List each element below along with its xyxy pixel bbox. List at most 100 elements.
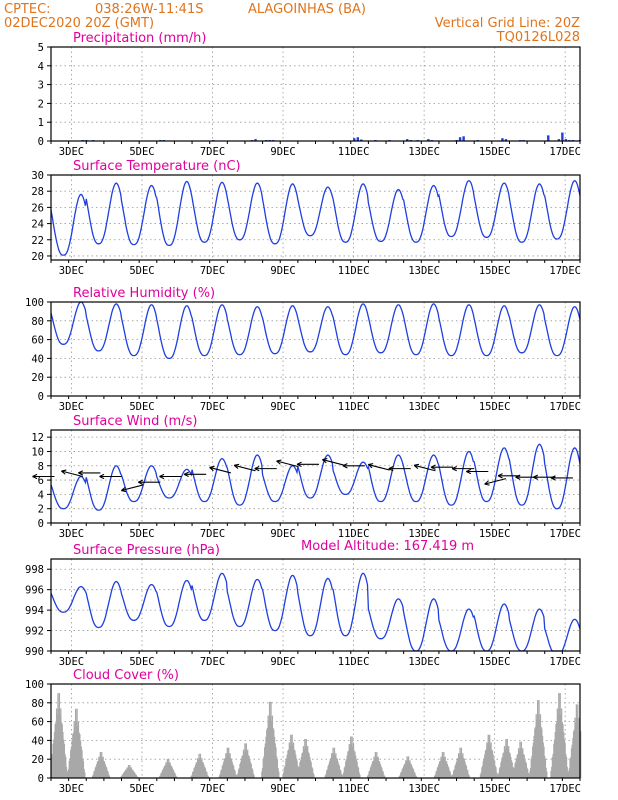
cloud-bar — [278, 771, 280, 778]
cloud-bar — [324, 775, 326, 778]
cloud-bar — [133, 772, 135, 778]
cloud-bar — [299, 762, 301, 778]
cloud-bar — [524, 761, 527, 778]
cloud-bar — [62, 739, 65, 778]
wind-vector — [413, 464, 436, 472]
cloud-bar — [231, 761, 233, 778]
cloud-bar — [303, 748, 305, 778]
cloud-bar — [539, 714, 542, 778]
cloud-bar — [498, 772, 500, 778]
cloud-bar — [96, 761, 99, 778]
cloud-bar — [235, 774, 237, 778]
cloud-bar — [542, 742, 544, 778]
cloud-bar — [76, 708, 78, 778]
cloud-bar — [172, 769, 174, 778]
cloud-bar — [489, 745, 492, 778]
cloud-bar — [343, 767, 346, 778]
y-tick-label: 992 — [25, 626, 44, 638]
cloud-bar — [245, 743, 247, 778]
cloud-bar — [292, 742, 295, 778]
cloud-bar — [443, 758, 446, 778]
cloud-bar — [193, 768, 195, 778]
cloud-bar — [522, 754, 525, 778]
cloud-bar — [122, 772, 125, 778]
y-tick-label: 1 — [38, 117, 44, 129]
cloud-bar — [53, 739, 55, 778]
cloud-bar — [501, 760, 503, 778]
cloud-bar — [349, 746, 351, 778]
cloud-bar — [94, 770, 96, 778]
panel-title: Surface Wind (m/s) — [73, 414, 197, 429]
cloud-bar — [99, 752, 101, 778]
cloud-bar — [552, 753, 554, 778]
cloud-bar — [436, 770, 438, 778]
precip-bar — [405, 139, 409, 141]
cloud-bar — [402, 768, 404, 778]
wind-arrowhead — [533, 474, 539, 478]
cloud-bar — [252, 773, 255, 778]
y-tick-label: 22 — [31, 235, 44, 247]
cloud-bar — [404, 763, 406, 778]
cloud-bar — [302, 752, 304, 778]
cloud-bar — [555, 724, 557, 778]
wind-arrowhead — [342, 465, 348, 469]
panel-title: Surface Pressure (hPa) — [73, 543, 220, 558]
cloud-bar — [246, 752, 248, 778]
cloud-bar — [437, 766, 439, 778]
cloud-bar — [136, 776, 138, 778]
cloud-bar — [536, 700, 539, 778]
cloud-bar — [70, 746, 73, 778]
panel-2: Relative Humidity (%) 0 20 40 60 80 100 3DEC 5DE… — [25, 286, 581, 413]
cloud-bar — [373, 756, 375, 778]
cloud-bar — [234, 770, 236, 778]
cloud-bar — [200, 759, 202, 778]
cloud-bar — [240, 762, 242, 778]
x-tick-label: 15DEC — [479, 265, 511, 277]
cloud-bar — [544, 755, 546, 778]
cloud-bar — [574, 717, 576, 778]
cloud-bar — [163, 765, 166, 778]
cloud-bar — [297, 772, 299, 778]
cloud-bar — [62, 732, 64, 778]
cloud-bar — [299, 760, 302, 778]
cloud-bar — [291, 734, 293, 778]
y-tick-label: 0 — [38, 391, 44, 403]
cloud-bar — [575, 704, 578, 778]
cloud-bar — [568, 771, 570, 778]
cloud-bar — [79, 734, 81, 778]
y-tick-label: 20 — [31, 251, 44, 263]
wind-arrowhead — [484, 483, 490, 486]
cloud-bar — [244, 749, 247, 778]
cloud-bar — [198, 753, 200, 778]
cloud-bar — [508, 752, 511, 778]
cloud-bar — [224, 758, 226, 778]
wind-arrowhead — [276, 460, 281, 465]
cloud-bar — [287, 749, 290, 778]
y-tick-label: 80 — [31, 698, 44, 710]
x-tick-label: 3DEC — [59, 265, 84, 277]
cloud-bar — [171, 767, 173, 778]
cloud-bar — [51, 756, 53, 778]
cloud-bar — [222, 764, 224, 778]
cloud-bar — [204, 768, 207, 778]
source-label: CPTEC: — [4, 2, 51, 17]
cloud-bar — [330, 758, 332, 778]
cloud-bar — [335, 758, 338, 778]
x-tick-label: 15DEC — [479, 401, 511, 413]
y-tick-label: 2 — [38, 98, 44, 110]
x-tick-label: 7DEC — [200, 146, 225, 158]
cloud-bar — [525, 763, 527, 778]
wind-vector — [209, 466, 231, 474]
cloud-bar — [408, 761, 410, 778]
wind-arrowhead — [322, 458, 328, 461]
cloud-bar — [266, 727, 269, 778]
cloud-bar — [170, 765, 172, 778]
cloud-bar — [311, 766, 313, 778]
cloud-bar — [563, 732, 565, 778]
cloud-bar — [534, 728, 536, 778]
cloud-bar — [517, 754, 519, 778]
cloud-bar — [350, 744, 353, 778]
wind-arrowhead — [413, 464, 419, 469]
cloud-bar — [301, 753, 303, 778]
x-tick-label: 9DEC — [270, 401, 295, 413]
